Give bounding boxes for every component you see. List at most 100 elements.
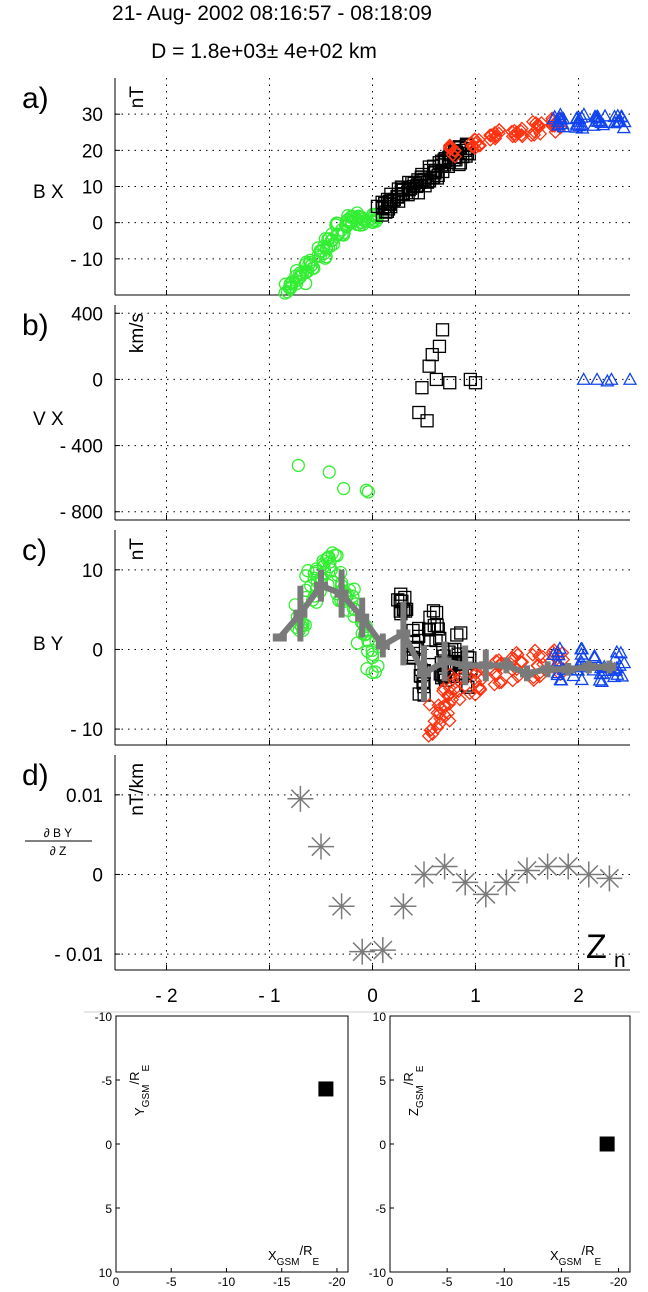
data-point [422,359,436,373]
frame [115,1015,349,1273]
y-tick-label: 0.01 [66,786,103,807]
data-point [322,465,336,479]
data-point [306,261,320,275]
data-point [425,727,440,741]
data-point [472,881,499,908]
data-point [587,650,602,663]
data-point [360,644,375,658]
y-tick-label: -5 [101,1074,112,1088]
y-axis-label: B X [33,182,64,203]
data-point [576,372,591,385]
data-point [411,861,437,888]
y-tick-label: 5 [105,1202,112,1216]
unit-label: km/s [127,313,148,353]
data-point [350,636,365,650]
data-point [533,126,548,141]
data-point [432,716,447,731]
series-star [287,785,623,965]
data-point [322,550,336,564]
x-tick-label: - 1 [258,986,280,1007]
y-tick-label: 400 [71,304,103,325]
y-tick-label: 5 [379,1074,386,1088]
figure-distance-header: D = 1.8e+03± 4e+02 km [151,40,377,63]
data-point [415,381,429,395]
data-point [289,274,303,288]
data-point [463,372,478,387]
unit-label: nT [127,86,148,109]
data-point [514,857,540,884]
data-point [442,681,457,696]
x-tick-label: -10 [218,1275,236,1289]
x-tick-label: -20 [328,1275,346,1289]
data-point [422,697,437,712]
data-point [308,833,334,860]
data-point [365,643,379,657]
data-point [329,216,344,230]
data-point [610,667,625,680]
data-point [556,119,571,133]
y-tick-label: 0 [92,370,103,391]
data-point [550,644,565,658]
data-point [617,655,632,669]
y-axis-label: B Y [33,634,64,655]
data-point [592,672,607,686]
y-tick-label: - 10 [70,720,103,741]
x-tick-label: - 2 [155,986,177,1007]
panel-letter: b) [22,309,49,342]
data-point [322,559,337,574]
data-point [368,665,382,679]
data-point [463,136,478,150]
data-point [462,686,477,701]
y-axis-label: ZGSM/RE [401,1065,426,1116]
y-tick-label: 0 [92,640,103,661]
y-tick-label: -5 [375,1202,386,1216]
data-point [359,483,373,497]
mean-point [314,581,328,590]
x-axis-label: XGSM/RE [268,1243,319,1268]
unit-label: nT/km [127,763,148,816]
data-point [528,643,542,658]
mean-point [540,665,555,674]
data-point [391,593,405,607]
data-point [470,665,484,680]
spacecraft-position-marker [318,1081,334,1097]
data-point [361,485,376,499]
mean-point [272,633,287,642]
y-tick-label: 20 [82,141,103,162]
data-point [487,677,502,692]
data-point [298,258,312,272]
data-point [420,414,434,428]
data-point [614,668,630,682]
mean-point [375,641,390,650]
data-point [287,785,314,812]
data-point [450,628,464,642]
data-point [587,648,602,662]
x-tick-label: -20 [610,1275,628,1289]
data-point [600,373,615,387]
data-point [525,114,540,129]
series-circle [291,458,376,499]
mean-point [334,589,349,598]
data-point [575,120,590,134]
mean-point [417,669,431,678]
data-point [553,107,568,121]
data-point [488,667,502,682]
data-point [589,372,605,385]
data-point [572,118,587,132]
y-tick-label: 0 [92,865,103,886]
data-point [467,132,482,147]
data-point [426,604,441,618]
y-axis-label: V X [33,409,64,430]
data-point [596,865,623,892]
data-point [454,626,468,640]
data-point [391,190,405,204]
data-point [617,114,632,128]
data-point [507,127,522,141]
data-point [337,481,351,496]
x-tick-label: 0 [113,1275,120,1289]
data-point [604,372,619,385]
data-point [383,197,397,211]
data-point [597,108,613,122]
data-point [451,684,466,699]
y-tick-label: - 400 [60,437,103,458]
